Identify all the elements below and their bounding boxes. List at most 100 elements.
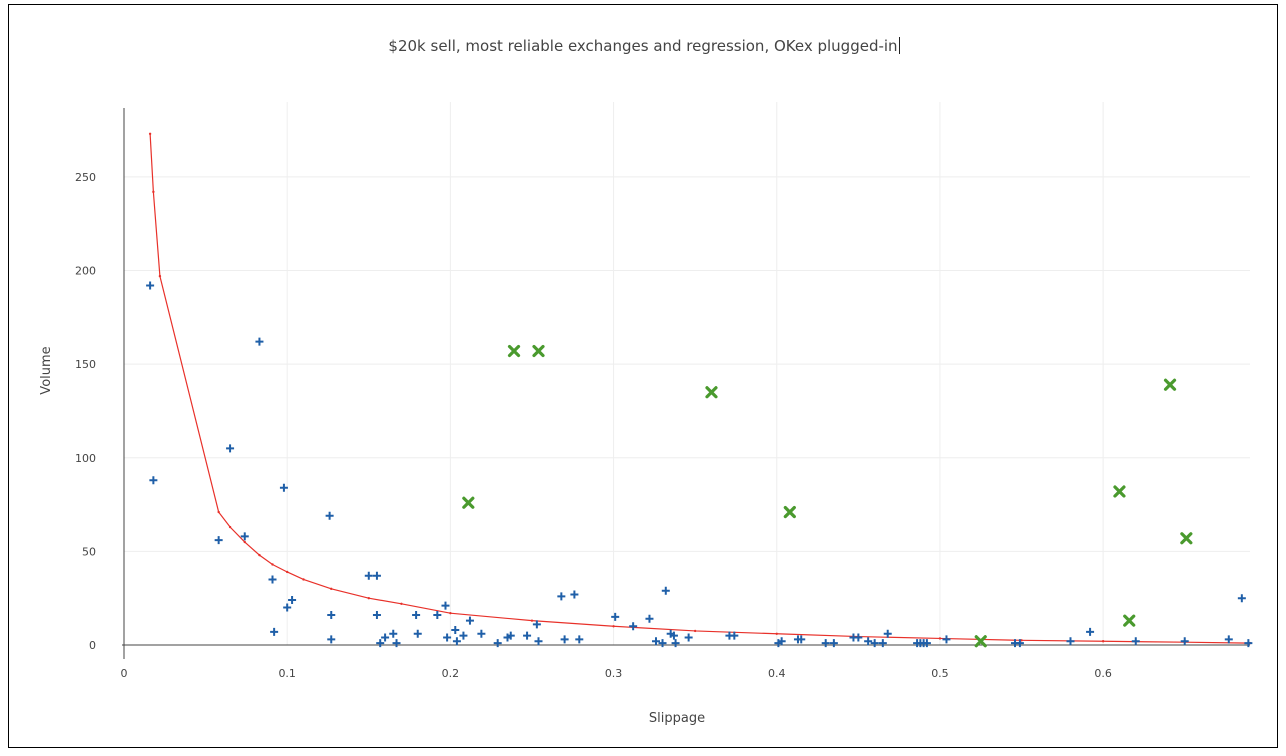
y-axis-title: Volume [39, 346, 54, 394]
data-point-plus [821, 639, 830, 648]
data-point-plus [327, 635, 336, 644]
data-point-plus [669, 631, 678, 640]
data-point-plus [433, 611, 442, 620]
regression-point [938, 637, 942, 640]
regression-point [367, 596, 370, 600]
regression-point [217, 510, 220, 514]
data-point-x [507, 344, 521, 358]
data-point-plus [532, 620, 541, 629]
data-point-plus [1086, 627, 1095, 636]
regression-point [271, 563, 274, 566]
chart-title-text: $20k sell, most reliable exchanges and r… [388, 37, 898, 55]
data-point-plus [443, 633, 452, 642]
regression-point [302, 578, 305, 581]
data-point-x [532, 344, 545, 358]
data-point-plus [557, 592, 566, 601]
data-point-plus [392, 639, 401, 648]
data-point-plus [279, 483, 288, 492]
data-point-plus [777, 637, 786, 646]
data-point-plus [611, 612, 620, 621]
data-point-plus [327, 611, 336, 620]
data-point-plus [671, 639, 680, 648]
data-point-x [705, 386, 718, 399]
regression-point [1020, 639, 1023, 642]
data-point-plus [149, 476, 158, 485]
data-point-plus [477, 629, 486, 638]
x-tick-label: 0.3 [605, 667, 623, 680]
y-tick-label: 0 [89, 639, 96, 652]
data-point-plus [146, 281, 155, 290]
data-point-plus [854, 633, 863, 642]
data-point-x [974, 635, 987, 648]
y-tick-label: 150 [75, 358, 96, 371]
data-point-plus [645, 614, 654, 623]
data-point-plus [878, 639, 887, 648]
data-point-plus [942, 635, 951, 644]
data-point-plus [870, 639, 879, 648]
data-point-plus [1180, 637, 1189, 646]
data-point-plus [270, 627, 279, 636]
data-point-plus [381, 633, 390, 642]
data-point-plus [240, 532, 249, 541]
data-point-plus [1131, 637, 1140, 646]
data-point-plus [883, 629, 892, 638]
data-point-plus [372, 571, 381, 580]
data-point-plus [1015, 639, 1024, 648]
regression-point [243, 540, 246, 544]
regression-point [285, 570, 289, 574]
regression-point [530, 619, 534, 622]
data-point-plus [376, 639, 385, 648]
data-point-plus [389, 629, 398, 638]
y-tick-label: 100 [75, 452, 96, 465]
data-point-plus [364, 571, 373, 580]
regression-point [449, 611, 452, 615]
data-point-plus [372, 611, 381, 620]
data-point-plus [288, 596, 297, 605]
data-point-plus [661, 586, 670, 595]
regression-point [612, 625, 615, 628]
data-point-plus [829, 639, 838, 648]
data-point-x [1123, 614, 1136, 627]
regression-point [330, 587, 333, 591]
data-point-plus [922, 639, 931, 648]
regression-point [258, 553, 261, 557]
x-tick-label: 0.1 [278, 667, 296, 680]
data-point-x [1180, 532, 1193, 545]
data-point-plus [465, 616, 474, 625]
data-point-plus [413, 629, 422, 638]
regression-point [1101, 640, 1105, 643]
data-point-plus [226, 444, 235, 453]
scatter-plot: 0 0.1 0.2 0.3 0.4 0.5 0.6 0 50 100 150 200 250 Slippa… [39, 102, 1253, 726]
data-point-plus [451, 626, 460, 635]
data-point-plus [864, 637, 873, 646]
regression-point [152, 190, 155, 194]
regression-point [228, 525, 232, 529]
x-tick-label: 0.2 [442, 667, 460, 680]
data-point-plus [325, 511, 334, 520]
data-point-plus [1066, 637, 1075, 646]
data-point-plus [459, 631, 468, 640]
data-point-plus [797, 635, 806, 644]
chart-frame: $20k sell, most reliable exchanges and r… [8, 4, 1278, 748]
data-point-plus [493, 639, 502, 648]
regression-point [158, 274, 162, 278]
x-tick-label: 0.6 [1094, 667, 1112, 680]
data-point-plus [560, 635, 569, 644]
data-point-plus [534, 637, 543, 646]
data-point-plus [629, 622, 638, 631]
y-tick-label: 50 [82, 545, 96, 558]
x-tick-label: 0 [121, 667, 128, 680]
regression-line [149, 133, 1251, 644]
data-point-plus [412, 611, 421, 620]
data-point-plus [268, 575, 277, 584]
data-point-plus [441, 601, 450, 610]
y-tick-label: 250 [75, 171, 96, 184]
x-tick-label: 0.5 [931, 667, 949, 680]
chart-title: $20k sell, most reliable exchanges and r… [9, 37, 1279, 55]
text-cursor [898, 37, 900, 54]
data-point-x [462, 496, 475, 509]
data-point-plus [255, 337, 264, 346]
data-point-plus [283, 603, 292, 612]
x-axis-title: Slippage [649, 711, 705, 726]
data-point-plus [506, 631, 515, 640]
